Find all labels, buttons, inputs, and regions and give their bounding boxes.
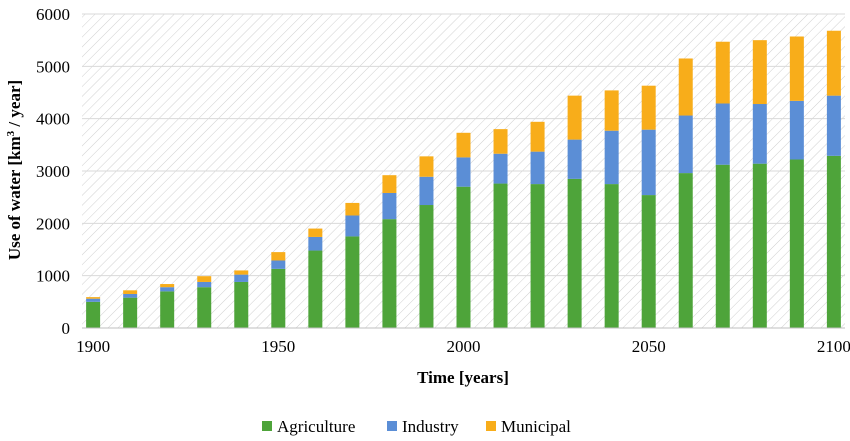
bar-agriculture-1900 (86, 301, 101, 328)
x-tick-label: 1950 (261, 337, 295, 356)
bar-agriculture-1990 (419, 205, 434, 328)
bar-agriculture-2090 (789, 159, 804, 328)
bar-agriculture-1950 (271, 268, 286, 328)
bar-industry-2020 (530, 151, 545, 185)
bar-agriculture-2060 (678, 173, 693, 328)
bar-municipal-2000 (456, 132, 471, 158)
y-axis-title-unit: / year] (5, 80, 24, 131)
bar-industry-2050 (641, 129, 656, 196)
bar-industry-1960 (308, 236, 323, 251)
bar-industry-1950 (271, 260, 286, 269)
legend: Agriculture Industry Municipal (262, 417, 571, 436)
bar-industry-1900 (86, 298, 101, 302)
bar-municipal-2040 (604, 90, 619, 131)
bar-agriculture-1930 (197, 287, 212, 328)
x-tick-label: 1900 (76, 337, 110, 356)
bar-municipal-2100 (826, 30, 841, 96)
legend-label-agriculture: Agriculture (277, 417, 355, 436)
bar-agriculture-2080 (752, 163, 767, 328)
bar-industry-2070 (715, 103, 730, 165)
bar-industry-1920 (160, 287, 175, 292)
bar-municipal-2010 (493, 129, 508, 154)
bar-industry-2010 (493, 153, 508, 184)
bar-industry-1940 (234, 274, 249, 282)
bar-agriculture-1920 (160, 291, 175, 328)
bar-municipal-1910 (123, 290, 138, 294)
bar-municipal-2060 (678, 58, 693, 116)
bar-agriculture-1910 (123, 297, 138, 328)
bar-municipal-1940 (234, 270, 249, 275)
bar-municipal-1950 (271, 252, 286, 261)
bar-industry-2060 (678, 115, 693, 174)
bar-industry-2090 (789, 100, 804, 160)
bar-industry-2080 (752, 104, 767, 164)
bar-agriculture-1960 (308, 250, 323, 328)
y-axis-title-superscript: 3 (5, 130, 17, 136)
y-tick-label: 4000 (36, 110, 70, 129)
x-tick-label: 2050 (632, 337, 666, 356)
bar-industry-2000 (456, 157, 471, 187)
bar-municipal-1970 (345, 202, 360, 216)
bar-agriculture-2030 (567, 178, 582, 328)
bar-agriculture-2100 (826, 155, 841, 328)
x-tick-label: 2100 (817, 337, 850, 356)
bar-industry-1930 (197, 281, 212, 288)
bar-municipal-2030 (567, 95, 582, 140)
bar-agriculture-2070 (715, 164, 730, 328)
bars (86, 30, 841, 328)
legend-label-municipal: Municipal (501, 417, 571, 436)
legend-label-industry: Industry (402, 417, 459, 436)
legend-swatch-agriculture (262, 421, 272, 431)
bar-industry-2030 (567, 139, 582, 179)
y-tick-labels: 0 1000 2000 3000 4000 5000 6000 (36, 5, 70, 338)
bar-municipal-1990 (419, 156, 434, 177)
bar-municipal-1900 (86, 297, 101, 299)
y-tick-label: 0 (62, 319, 71, 338)
bar-municipal-2090 (789, 36, 804, 101)
x-axis-title: Time [years] (417, 368, 509, 387)
x-tick-label: 2000 (447, 337, 481, 356)
bar-agriculture-2010 (493, 183, 508, 328)
bar-industry-1990 (419, 176, 434, 206)
bar-industry-2040 (604, 130, 619, 185)
bar-agriculture-2020 (530, 184, 545, 328)
legend-swatch-industry (387, 421, 397, 431)
y-tick-label: 2000 (36, 214, 70, 233)
bar-industry-1970 (345, 215, 360, 237)
bar-municipal-2070 (715, 41, 730, 104)
x-tick-labels: 1900 1950 2000 2050 2100 (76, 337, 850, 356)
y-tick-label: 1000 (36, 267, 70, 286)
bar-industry-2100 (826, 95, 841, 156)
y-tick-label: 3000 (36, 162, 70, 181)
bar-agriculture-1940 (234, 281, 249, 328)
y-axis-title: Use of water [km3 / year] (5, 80, 24, 260)
bar-industry-1910 (123, 293, 138, 298)
bar-municipal-2080 (752, 40, 767, 105)
y-tick-label: 6000 (36, 5, 70, 24)
bar-municipal-1980 (382, 175, 397, 193)
legend-swatch-municipal (486, 421, 496, 431)
bar-municipal-2020 (530, 121, 545, 152)
bar-agriculture-1980 (382, 219, 397, 328)
bar-agriculture-2000 (456, 186, 471, 328)
bar-agriculture-2050 (641, 195, 656, 328)
bar-municipal-1930 (197, 276, 212, 282)
bar-municipal-2050 (641, 85, 656, 130)
bar-municipal-1960 (308, 228, 323, 237)
bar-industry-1980 (382, 192, 397, 220)
y-axis-title-main: Use of water [km (5, 136, 24, 260)
bar-agriculture-2040 (604, 184, 619, 328)
bar-municipal-1920 (160, 284, 175, 288)
bar-agriculture-1970 (345, 236, 360, 328)
y-tick-label: 5000 (36, 57, 70, 76)
